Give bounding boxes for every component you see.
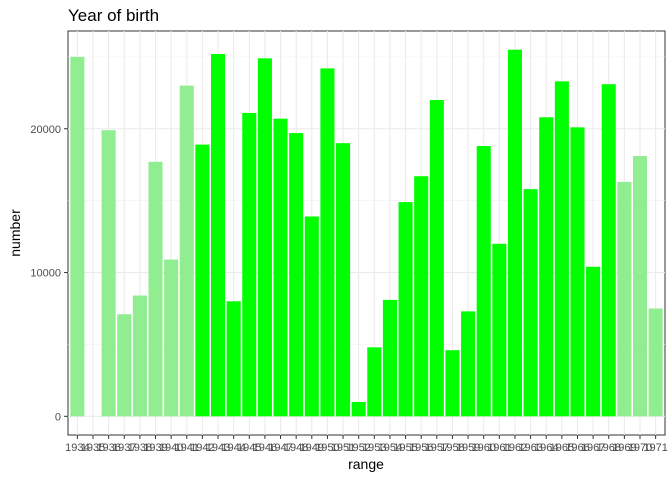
x-tick-label: 1971 [643,442,667,454]
bar-1954 [382,299,397,417]
x-tick-label: 1969 [612,442,636,454]
x-tick-label: 1953 [362,442,386,454]
bar-1968 [601,84,616,417]
bar-1937 [117,314,132,417]
x-tick-label: 1936 [96,442,120,454]
bar-1943 [210,54,226,417]
bar-1953 [367,347,382,417]
x-tick-label: 1968 [596,442,620,454]
bar-1970 [632,156,648,417]
bar-1963 [523,189,538,417]
bar-1966 [570,127,585,417]
x-tick-label: 1946 [253,442,277,454]
x-tick-label: 1964 [534,442,558,454]
bar-1960 [476,146,491,417]
bar-1969 [617,181,632,417]
bar-1964 [539,117,554,417]
x-tick-label: 1949 [300,442,324,454]
bar-1951 [336,143,351,417]
x-tick-label: 1961 [487,442,511,454]
x-tick-label: 1944 [221,442,245,454]
x-tick-label: 1948 [284,442,308,454]
y-axis: 0 10000 20000 [30,124,68,423]
chart-title: Year of birth [68,6,159,25]
bar-1945 [242,112,257,417]
bar-1946 [257,58,272,417]
x-tick-label: 1941 [175,442,199,454]
x-tick-label: 1965 [550,442,574,454]
x-tick-label: 1955 [393,442,417,454]
bar-1962 [507,49,523,417]
bar-1950 [320,68,335,417]
x-tick-label: 1943 [206,442,230,454]
x-tick-label: 1942 [190,442,214,454]
x-tick-label: 1959 [456,442,480,454]
bars [70,49,663,417]
x-tick-label: 1954 [378,442,402,454]
x-tick-label: 1958 [440,442,464,454]
bar-1942 [195,144,210,417]
x-tick-label: 1947 [268,442,292,454]
x-tick-label: 1960 [471,442,495,454]
x-tick-label: 1956 [409,442,433,454]
bar-1944 [226,301,241,417]
bar-1934 [70,56,85,417]
x-tick-label: 1939 [143,442,167,454]
bar-1936 [101,130,116,417]
x-axis: 1934193519361937193819391940194119421943… [65,435,668,454]
bar-1941 [179,85,194,417]
x-tick-label: 1962 [503,442,527,454]
x-tick-label: 1950 [315,442,339,454]
bar-1959 [461,311,476,417]
bar-1940 [164,259,179,417]
bar-1938 [132,295,147,417]
bar-1956 [414,176,429,417]
bar-1948 [289,133,304,417]
bar-1961 [492,243,507,417]
x-tick-label: 1940 [159,442,183,454]
bar-1952 [351,401,366,417]
x-tick-label: 1963 [518,442,542,454]
x-axis-title: range [348,456,384,472]
x-tick-label: 1952 [346,442,370,454]
x-tick-label: 1938 [128,442,152,454]
x-tick-label: 1957 [425,442,449,454]
bar-1971 [648,308,663,417]
y-tick-label: 20000 [30,124,61,136]
x-tick-label: 1970 [628,442,652,454]
bar-1958 [445,350,460,417]
x-tick-label: 1951 [331,442,355,454]
bar-1947 [273,118,288,417]
x-tick-label: 1967 [581,442,605,454]
bar-1949 [304,216,319,417]
x-tick-label: 1937 [112,442,136,454]
y-axis-title: number [7,209,23,257]
x-tick-label: 1934 [65,442,89,454]
y-tick-label: 10000 [30,268,61,280]
x-tick-label: 1935 [81,442,105,454]
bar-1939 [148,161,163,417]
bar-1965 [554,81,569,417]
y-tick-label: 0 [55,411,61,423]
bar-1957 [429,100,444,417]
x-tick-label: 1945 [237,442,261,454]
bar-1955 [398,202,413,417]
x-tick-label: 1966 [565,442,589,454]
bar-1967 [586,266,601,417]
